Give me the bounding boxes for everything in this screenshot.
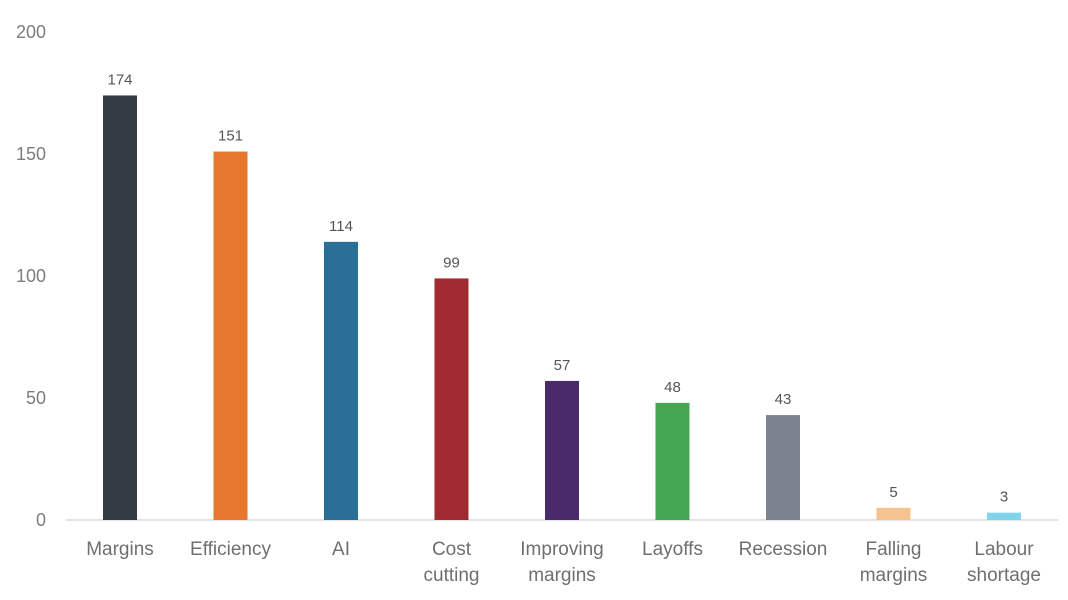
data-label: 43 — [775, 391, 792, 408]
x-tick-label-line: margins — [860, 565, 928, 586]
data-label: 151 — [218, 128, 243, 145]
x-tick-label-line: shortage — [967, 565, 1041, 586]
bar — [324, 241, 358, 520]
y-tick-label: 0 — [36, 510, 46, 530]
x-tick-label: Falling margins — [860, 539, 928, 586]
data-label: 57 — [554, 357, 571, 374]
bar — [434, 278, 469, 520]
y-tick-label: 100 — [16, 266, 46, 286]
x-tick-label-line: Layoffs — [642, 539, 703, 560]
bar — [876, 507, 911, 520]
x-tick-label: Improving margins — [520, 539, 603, 586]
x-tick-label-line: Improving — [520, 539, 603, 560]
data-label: 5 — [889, 484, 897, 501]
x-tick-label-line: Labour — [974, 539, 1034, 560]
x-tick-label-line: Margins — [86, 539, 154, 560]
data-label: 99 — [443, 254, 460, 271]
data-label: 3 — [1000, 489, 1008, 506]
bar — [213, 151, 248, 520]
bar — [545, 380, 579, 520]
x-tick-label-line: AI — [332, 539, 350, 560]
y-tick-label: 150 — [16, 144, 46, 164]
bar — [103, 95, 137, 520]
bar — [766, 415, 800, 520]
bar — [987, 512, 1021, 520]
x-tick-label: Recession — [739, 539, 828, 560]
x-tick-label-line: cutting — [424, 565, 480, 586]
x-tick-label-line: Efficiency — [190, 539, 271, 560]
data-label: 114 — [329, 218, 353, 235]
x-tick-label-line: Falling — [866, 539, 922, 560]
bar — [655, 402, 690, 520]
y-axis: 0 50 100 150 200 — [16, 22, 46, 530]
x-tick-label: AI — [332, 539, 350, 560]
data-labels: 174 151 114 99 57 48 43 5 3 — [107, 71, 1008, 505]
y-tick-label: 200 — [16, 22, 46, 42]
x-tick-label: Margins — [86, 539, 154, 560]
x-axis: Margins Efficiency AI Cost cutting Improving m… — [86, 539, 1041, 586]
data-label: 48 — [664, 379, 681, 396]
x-tick-label-line: margins — [528, 565, 596, 586]
x-tick-label-line: Recession — [739, 539, 828, 560]
x-tick-label-line: Cost — [432, 539, 472, 560]
bars — [103, 95, 1021, 520]
x-tick-label: Labour shortage — [967, 539, 1041, 586]
x-tick-label: Efficiency — [190, 539, 271, 560]
x-tick-label: Layoffs — [642, 539, 703, 560]
y-tick-label: 50 — [26, 388, 46, 408]
x-tick-label: Cost cutting — [424, 539, 480, 586]
data-label: 174 — [107, 71, 132, 88]
